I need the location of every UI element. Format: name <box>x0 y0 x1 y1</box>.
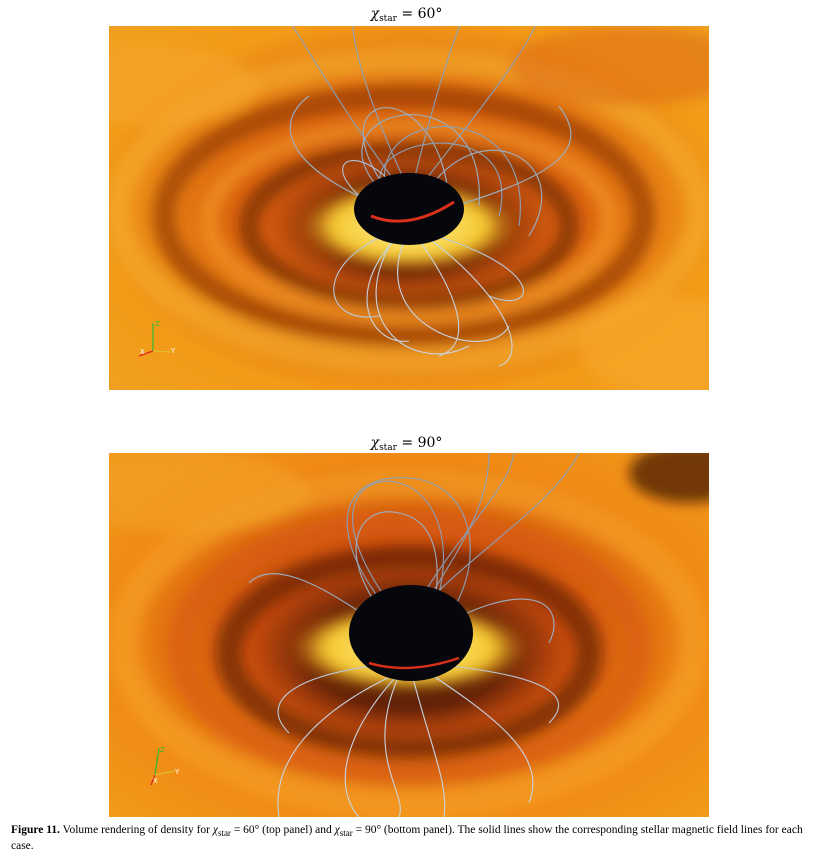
panel-title-top: χstar = 60° <box>0 6 813 24</box>
caption-text-2: = 60° (top panel) and <box>230 824 335 836</box>
axis-x-label: X <box>140 348 145 356</box>
density-rendering-top: Z X Y <box>109 26 709 390</box>
axis-y-label: Y <box>170 347 176 355</box>
axis-triad-bottom: Z X Y <box>150 746 180 786</box>
axis-x-label: X <box>153 777 158 785</box>
disk-swirls <box>109 26 709 390</box>
chi-subscript: star <box>339 828 353 838</box>
density-rendering-bottom: Z X Y <box>109 453 709 817</box>
central-star <box>354 173 464 245</box>
rendering-panel-bottom: Z X Y <box>109 453 709 817</box>
figure-label: Figure 11. <box>11 824 60 836</box>
axis-y-label: Y <box>174 768 180 776</box>
caption-text-1: Volume rendering of density for <box>59 824 213 836</box>
accretion-spot <box>370 200 455 223</box>
chi-symbol: χ <box>370 6 380 22</box>
axis-z-label: Z <box>160 746 165 754</box>
chi-subscript: star <box>379 443 397 453</box>
panel-title-bottom: χstar = 90° <box>0 435 813 453</box>
disk-swirls <box>109 453 709 817</box>
rendering-panel-top: Z X Y <box>109 26 709 390</box>
figure-caption: Figure 11. Volume rendering of density f… <box>11 824 806 853</box>
chi-subscript: star <box>379 14 397 24</box>
chi-symbol: χ <box>370 435 380 451</box>
axis-z-label: Z <box>155 320 160 328</box>
chi-value: = 90° <box>401 435 443 451</box>
axis-triad-top: Z X Y <box>138 320 176 357</box>
chi-value: = 60° <box>401 6 443 22</box>
caption-text-3: = 90° (bottom panel). The solid lines sh… <box>11 824 803 852</box>
chi-symbol: χ <box>334 824 340 836</box>
accretion-spot <box>368 656 460 670</box>
chi-subscript: star <box>217 828 231 838</box>
chi-symbol: χ <box>212 824 218 836</box>
central-star <box>349 585 473 681</box>
